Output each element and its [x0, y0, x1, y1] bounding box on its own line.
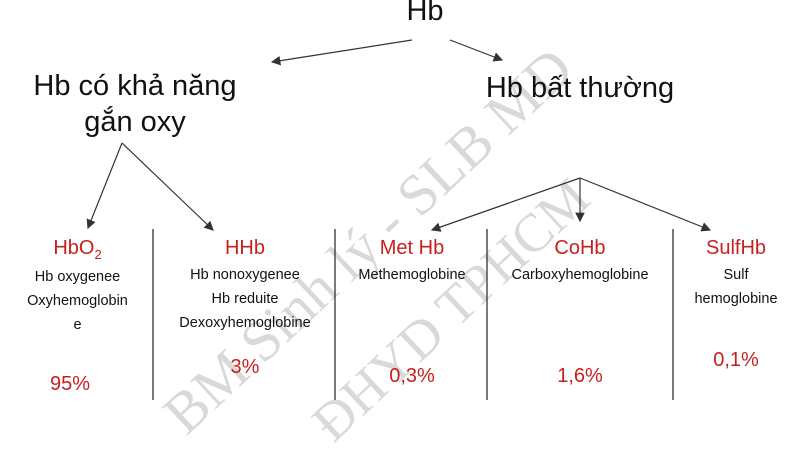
percent-hhb: 3% [230, 356, 260, 378]
percent-methb: 0,3% [389, 365, 435, 387]
arrow-root-to-left [270, 39, 413, 66]
branch-abnormal-hb: Hb bất thường [485, 72, 675, 104]
column-sulfhb: SulfHb Sulf hemoglobine [676, 236, 796, 311]
column-title: HbO2 [53, 237, 102, 262]
arrow-left-to-hhb [121, 142, 214, 231]
column-desc-line: e [73, 317, 82, 334]
column-methb: Met Hb Methemoglobine [337, 236, 487, 287]
column-title: SulfHb [705, 237, 767, 259]
percent-sulfhb: 0,1% [713, 349, 759, 371]
column-hhb: HHb Hb nonoxygenee Hb reduite Dexoxyhemo… [160, 236, 330, 335]
column-title: Met Hb [379, 237, 445, 259]
column-title: CoHb [554, 237, 606, 259]
column-desc-line: Hb nonoxygenee [190, 267, 300, 283]
column-cohb: CoHb Carboxyhemoglobine [489, 236, 671, 287]
connector-lines [86, 39, 712, 400]
arrow-right-to-methb [430, 177, 581, 232]
branch-oxygen-binding-line2: gắn oxy [84, 106, 186, 138]
column-desc-line: Oxyhemoglobin [27, 293, 128, 310]
column-desc-line: Sulf [723, 267, 749, 283]
column-desc-line: Hb reduite [211, 291, 279, 307]
branch-oxygen-binding: Hb có khả năng gắn oxy [20, 68, 250, 140]
column-desc-line: Methemoglobine [358, 267, 466, 283]
column-desc-line: Carboxyhemoglobine [511, 267, 649, 283]
column-desc-line: Hb oxygenee [34, 269, 121, 286]
percent-hbo2: 95% [49, 373, 91, 395]
percent-cohb: 1,6% [557, 365, 603, 387]
arrow-root-to-right [449, 39, 504, 62]
column-hbo2: HbO2 Hb oxygenee Oxyhemoglobin e [0, 236, 155, 337]
arrow-right-to-sulfhb [579, 177, 712, 232]
root-node-hb: Hb [406, 0, 444, 27]
column-title: HHb [224, 237, 265, 259]
column-desc-line: hemoglobine [694, 291, 778, 307]
branch-oxygen-binding-line1: Hb có khả năng [33, 70, 237, 102]
arrow-left-to-hbo2 [86, 142, 123, 230]
column-desc-line: Dexoxyhemoglobine [179, 315, 311, 331]
